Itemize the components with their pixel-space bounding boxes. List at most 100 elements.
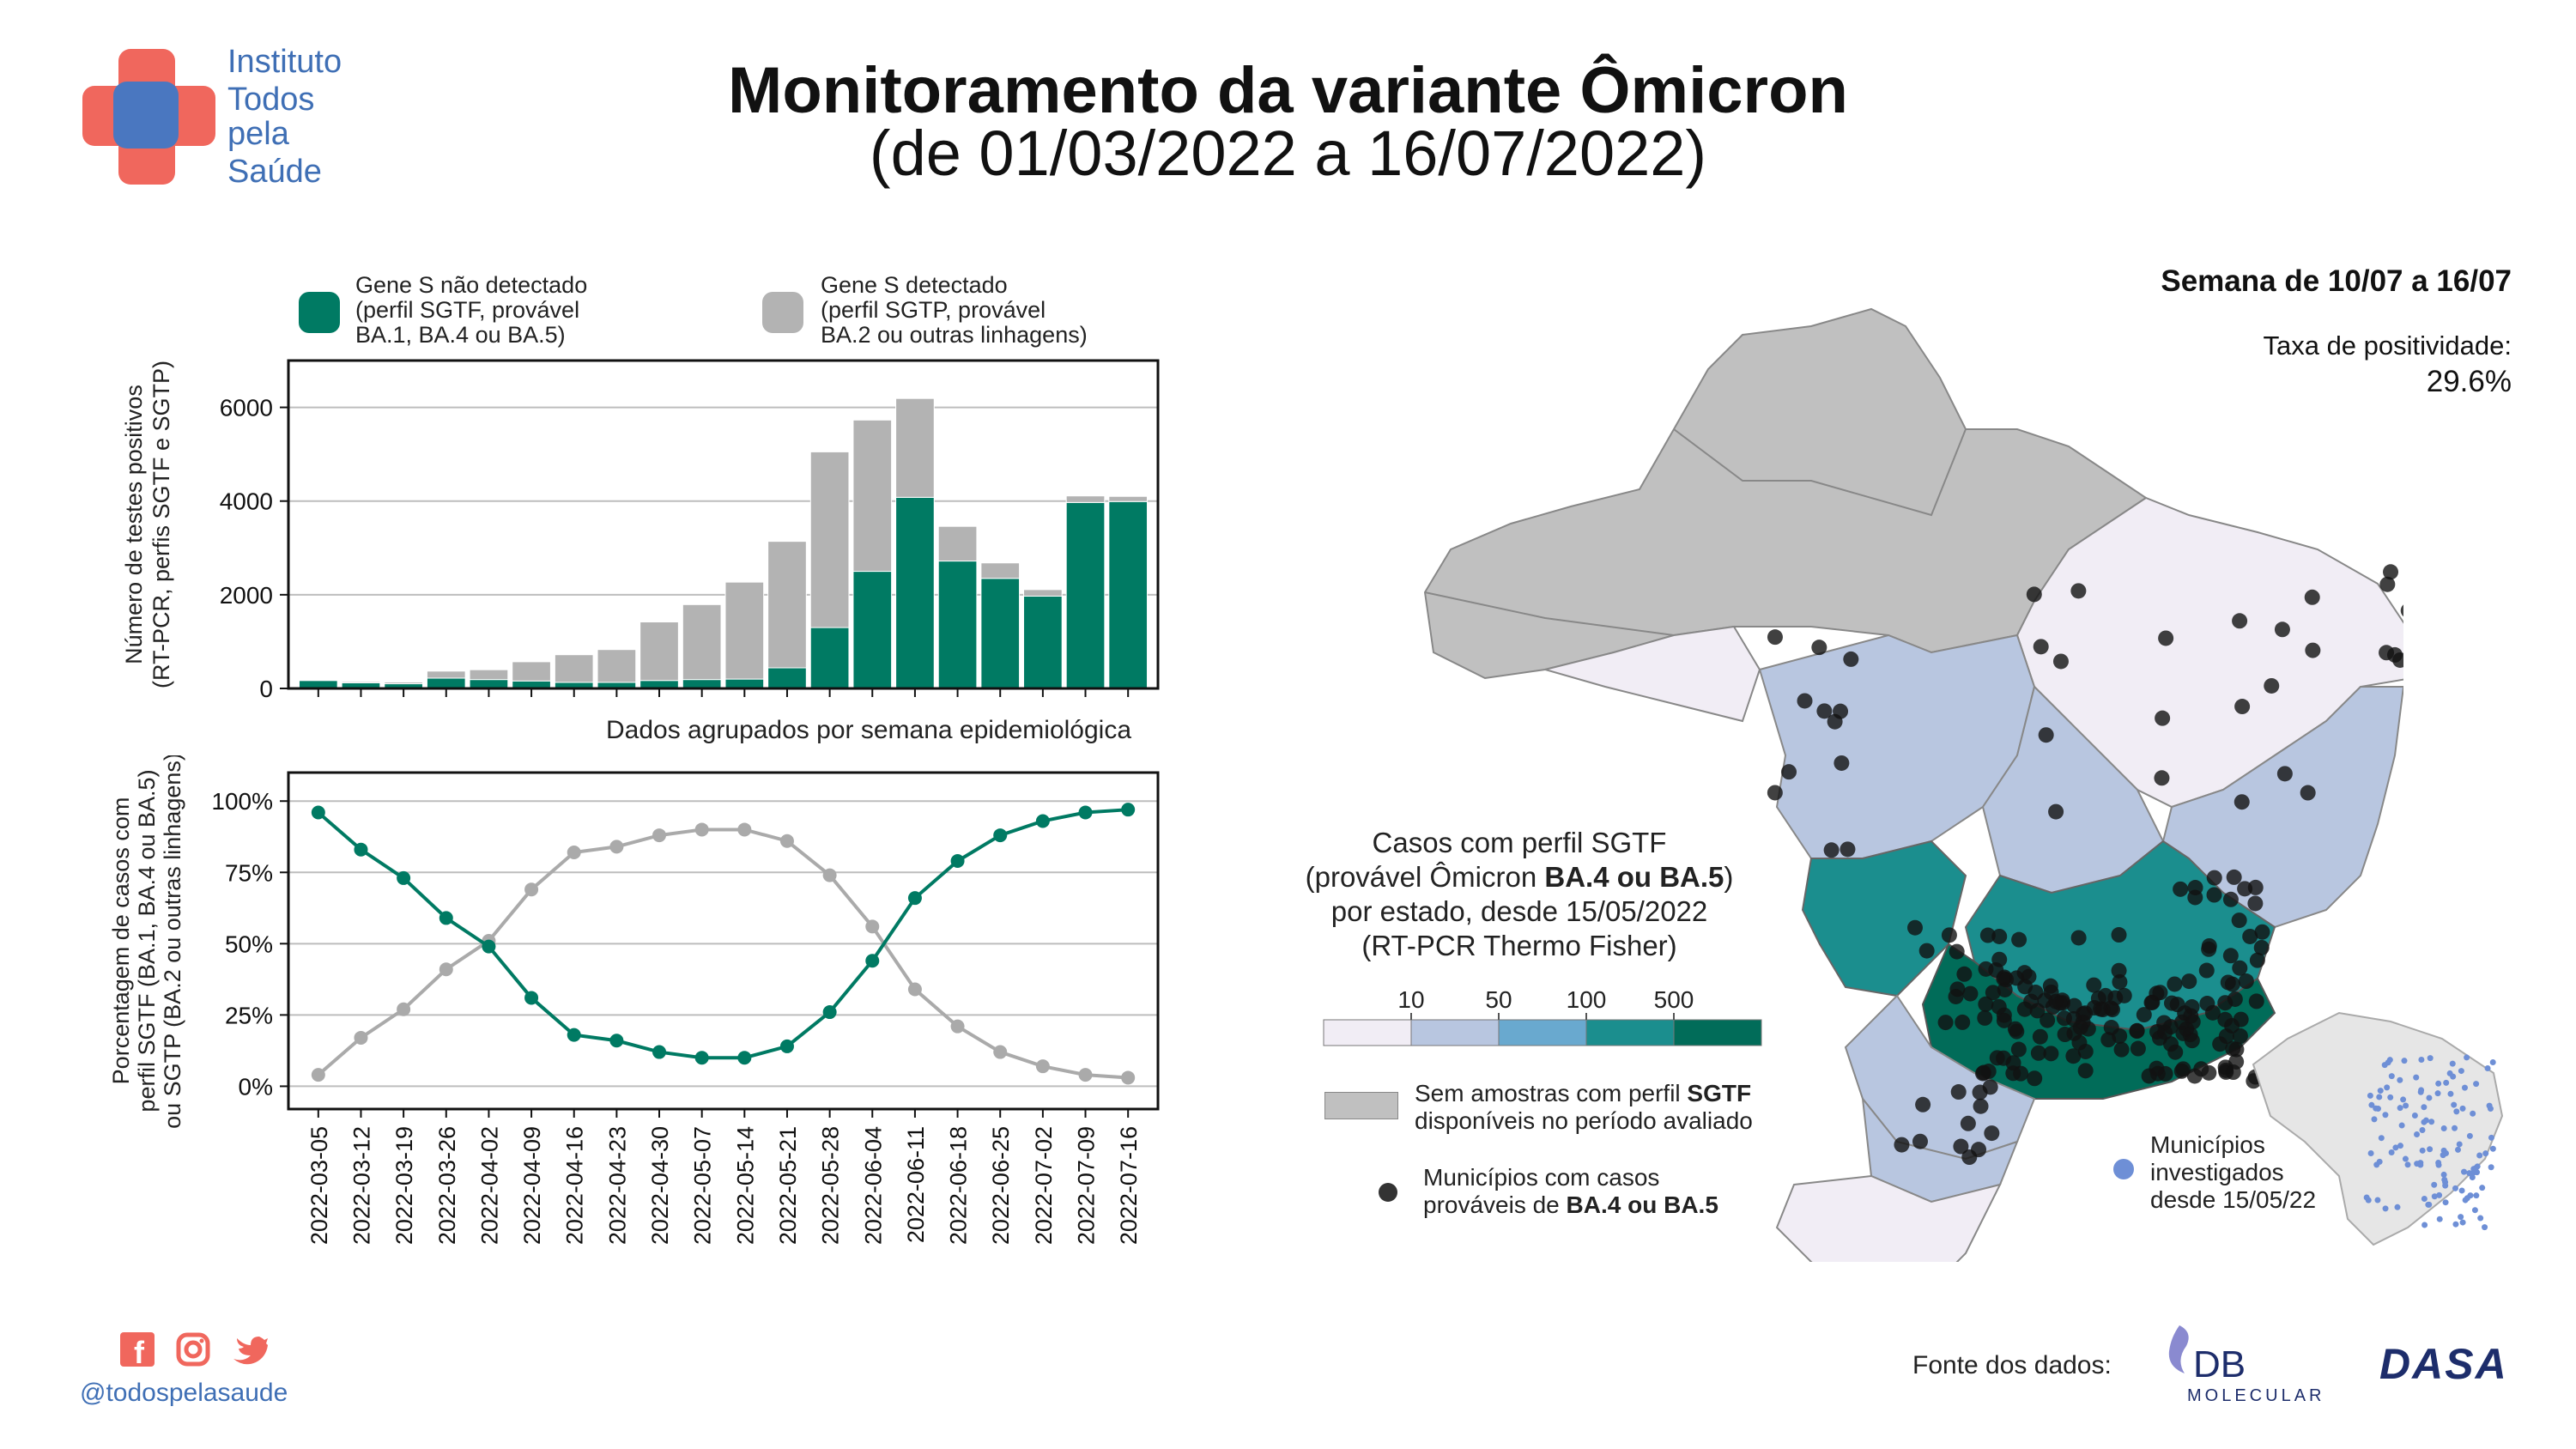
municipality-dot — [1827, 713, 1843, 730]
municipality-dot — [2264, 677, 2280, 694]
municipality-dot — [2038, 727, 2054, 743]
sgtf-point — [311, 805, 325, 820]
inset-dot — [2458, 1214, 2464, 1221]
municipality-dot — [2086, 977, 2102, 993]
x-tick-label: 2022-07-02 — [1031, 1126, 1057, 1245]
inset-dot — [2442, 1182, 2449, 1189]
municipality-dot — [2130, 1040, 2146, 1057]
inset-dot — [2459, 1105, 2466, 1112]
bar-sgtp — [426, 670, 466, 679]
instagram-icon[interactable] — [176, 1332, 210, 1367]
municipality-dot — [1953, 1138, 1969, 1155]
sgtp-point — [779, 834, 794, 848]
sgtf-point — [822, 1005, 837, 1020]
sgtp-point — [822, 868, 837, 882]
sgtf-point — [652, 1045, 667, 1059]
municipality-dot — [2304, 589, 2320, 605]
social-handle[interactable]: @todospelasaude — [80, 1379, 288, 1407]
bar-sgtp — [809, 451, 850, 628]
facebook-icon[interactable]: f — [120, 1332, 155, 1367]
bar-y-axis-label-1: Número de testes positivos — [121, 385, 147, 664]
municipality-dot — [1971, 1142, 1987, 1158]
sgtp-point — [694, 822, 709, 837]
inset-dot — [2404, 1161, 2411, 1168]
db-logo-main: DB — [2193, 1343, 2246, 1385]
x-tick-label: 2022-04-09 — [519, 1126, 545, 1245]
investigated-dot-icon — [2113, 1159, 2134, 1179]
municipality-dot — [2232, 613, 2248, 629]
municipality-dot — [2249, 952, 2265, 968]
x-tick-label: 2022-04-16 — [562, 1126, 588, 1245]
municipality-dot — [2400, 604, 2403, 617]
municipality-dot — [1996, 1007, 2012, 1023]
inset-dot — [2442, 1199, 2449, 1206]
municipality-dot — [1941, 927, 1957, 943]
inset-dot — [2397, 1076, 2403, 1083]
inset-dot — [2477, 1215, 2484, 1222]
inset-dot — [2451, 1101, 2458, 1108]
municipality-dot — [2032, 1028, 2048, 1045]
sgtp-point — [865, 919, 880, 934]
municipality-dot — [2158, 630, 2174, 646]
municipality-dot — [1811, 640, 1827, 656]
inset-dot — [2403, 1102, 2409, 1109]
municipality-dot — [2040, 1012, 2056, 1028]
inset-map — [2252, 1011, 2504, 1246]
municipality-dot — [2152, 985, 2168, 1001]
map-region-rs — [1775, 1174, 2002, 1262]
bar-sgtf — [937, 561, 978, 689]
x-tick-label: 2022-06-25 — [988, 1126, 1014, 1245]
inset-dot — [2487, 1106, 2494, 1113]
scale-cell — [1585, 1019, 1675, 1046]
inset-dot — [2484, 1065, 2491, 1072]
inset-dot — [2425, 1201, 2432, 1208]
municipality-dot — [2383, 564, 2399, 580]
svg-text:f: f — [134, 1335, 145, 1367]
bar-sgtf — [426, 677, 466, 689]
scale-label: 500 — [1654, 986, 1694, 1013]
scale-cell — [1410, 1019, 1500, 1046]
x-tick-label: 2022-06-11 — [903, 1126, 929, 1243]
inset-dot — [2398, 1122, 2405, 1129]
inset-dot — [2427, 1055, 2434, 1062]
inset-dot — [2400, 1096, 2407, 1103]
inset-dot — [2394, 1203, 2401, 1210]
inset-dot — [2384, 1084, 2391, 1091]
sgtf-point — [609, 1034, 624, 1048]
logo-text-line1: Instituto — [227, 44, 342, 80]
bar-chart: 0 2000 4000 6000 Número de testes positivos… — [121, 359, 1160, 744]
municipality-dot — [2186, 1068, 2203, 1084]
municipality-dot — [2201, 941, 2217, 957]
municipality-dot — [2232, 960, 2248, 976]
sgtp-point — [652, 828, 667, 843]
dasa-logo: DASA — [2379, 1340, 2508, 1388]
municipality-dot — [2173, 1063, 2190, 1079]
municipality-dot — [1767, 785, 1783, 801]
municipality-dot — [2237, 881, 2253, 897]
color-scale: 10 50 100 500 — [1323, 986, 1762, 1046]
sgtf-point — [737, 1051, 752, 1065]
bar-y-axis-label-2: (RT-PCR, perfis SGTF e SGTP) — [148, 361, 174, 688]
twitter-icon[interactable] — [232, 1335, 268, 1366]
bar-sgtp — [767, 541, 807, 669]
municipality-dot — [1977, 1009, 1993, 1026]
source-label: Fonte dos dados: — [1912, 1351, 2112, 1379]
municipality-dot — [2052, 653, 2069, 670]
inset-dot — [2452, 1185, 2458, 1191]
bar-sgtp — [682, 603, 722, 681]
sgtf-point — [779, 1039, 794, 1053]
legend-sgtp-text: Gene S detectado (perfil SGTP, provável BA… — [821, 272, 1088, 348]
inset-dot — [2455, 1146, 2462, 1153]
municipality-dot — [1950, 1084, 1967, 1100]
municipality-dot — [2206, 870, 2222, 886]
sgtf-point — [354, 842, 368, 857]
municipality-dot — [2080, 1021, 2096, 1037]
bar-sgtf — [767, 667, 807, 689]
municipality-dot — [1949, 943, 1965, 960]
sgtp-point — [993, 1045, 1008, 1059]
municipality-dot — [1978, 996, 1994, 1012]
bar-sgtf — [1065, 501, 1106, 689]
inset-dot — [2469, 1174, 2476, 1181]
municipality-dot — [2248, 993, 2264, 1009]
municipality-dot — [2184, 1033, 2200, 1049]
